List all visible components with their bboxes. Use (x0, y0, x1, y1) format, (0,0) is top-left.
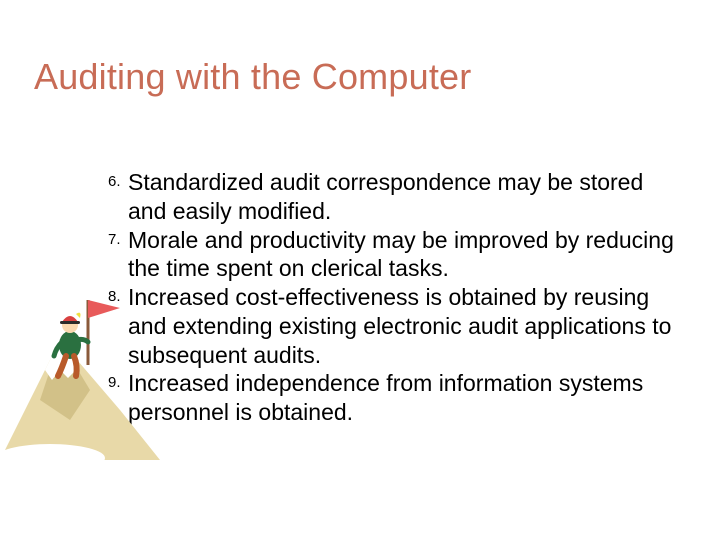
list-item: 8. Increased cost-effectiveness is obtai… (108, 283, 678, 369)
list-item: 9. Increased independence from informati… (108, 369, 678, 427)
mountain-climber-icon (0, 270, 170, 470)
list-text: Standardized audit correspondence may be… (128, 169, 643, 224)
list-number: 6. (108, 173, 121, 192)
slide-title: Auditing with the Computer (34, 56, 471, 98)
list-text: Morale and productivity may be improved … (128, 227, 674, 282)
slide-body: 6. Standardized audit correspondence may… (108, 168, 678, 427)
list-text: Increased independence from information … (128, 370, 643, 425)
list-item: 7. Morale and productivity may be improv… (108, 226, 678, 284)
list-text: Increased cost-effectiveness is obtained… (128, 284, 671, 368)
list-item: 6. Standardized audit correspondence may… (108, 168, 678, 226)
slide: Auditing with the Computer 6. Standardiz… (0, 0, 720, 540)
list-number: 7. (108, 231, 121, 250)
